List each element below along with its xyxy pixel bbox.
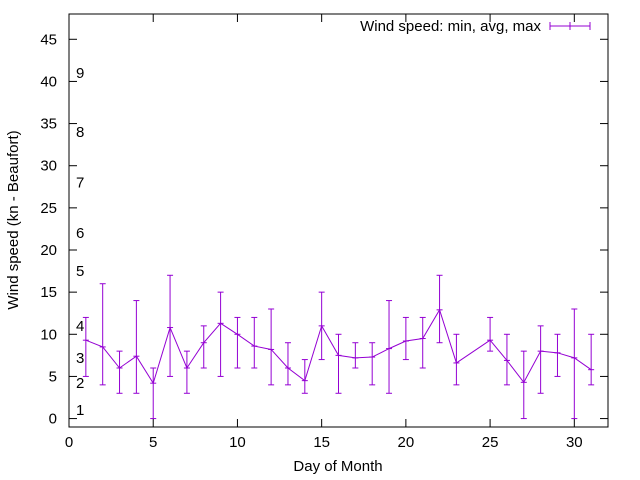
error-bar [301,359,308,394]
error-bar [386,300,393,394]
y-tick-label: 25 [40,200,57,217]
error-bar [150,367,157,420]
error-bar [402,316,409,361]
error-bar [352,342,359,369]
y-tick-label: 30 [40,158,57,175]
y-axis-label: Wind speed (kn - Beaufort) [5,130,22,309]
x-tick-label: 0 [65,434,73,451]
error-bar [99,283,106,386]
error-bar [217,291,224,377]
error-bar [554,333,561,377]
beaufort-label: 8 [76,124,84,141]
avg-line [85,308,592,385]
x-tick-label: 30 [566,434,583,451]
beaufort-label: 2 [76,375,84,392]
error-bar [116,350,123,394]
error-bar [571,308,578,420]
y-tick-label: 0 [49,411,57,428]
error-bar [318,291,325,361]
legend-label: Wind speed: min, avg, max [360,18,541,35]
error-bar [419,316,426,369]
y-tick-label: 10 [40,326,57,343]
error-bar [537,325,544,394]
y-tick-label: 45 [40,31,57,48]
error-bar [183,350,190,394]
y-tick-label: 5 [49,368,57,385]
error-bar [234,316,241,369]
error-bar [503,333,510,386]
y-tick-label: 20 [40,242,57,259]
error-bar [82,316,89,377]
beaufort-label: 3 [76,350,84,367]
plot-frame [68,13,609,428]
x-tick-label: 10 [229,434,246,451]
y-tick-label: 35 [40,116,57,133]
error-bar [200,325,207,369]
y-tick-label: 40 [40,73,57,90]
error-bar [133,300,140,394]
error-bar [284,342,291,386]
error-bar [167,274,174,377]
beaufort-label: 1 [76,402,84,419]
error-bar [369,342,376,386]
x-tick-label: 5 [149,434,157,451]
legend: Wind speed: min, avg, max [360,18,591,35]
x-tick-label: 15 [313,434,330,451]
x-axis-ticks: 0 5 10 15 20 25 30 [65,14,583,451]
series-layer [82,274,595,420]
error-bar [436,274,443,344]
y-tick-label: 15 [40,284,57,301]
error-bar [520,350,527,420]
x-tick-label: 25 [482,434,499,451]
error-bar [487,316,494,352]
error-bar [588,333,595,386]
legend-key [549,22,591,30]
error-bar [251,316,258,369]
error-bar [335,333,342,394]
error-bar [453,333,460,386]
beaufort-label: 6 [76,225,84,242]
beaufort-label: 4 [76,318,84,335]
error-bar [268,308,275,386]
beaufort-label: 7 [76,175,84,192]
beaufort-label: 9 [76,65,84,82]
beaufort-scale-labels: 1 2 3 4 5 6 7 8 9 [76,65,84,419]
x-tick-label: 20 [398,434,415,451]
beaufort-label: 5 [76,263,84,280]
x-axis-label: Day of Month [293,458,382,475]
